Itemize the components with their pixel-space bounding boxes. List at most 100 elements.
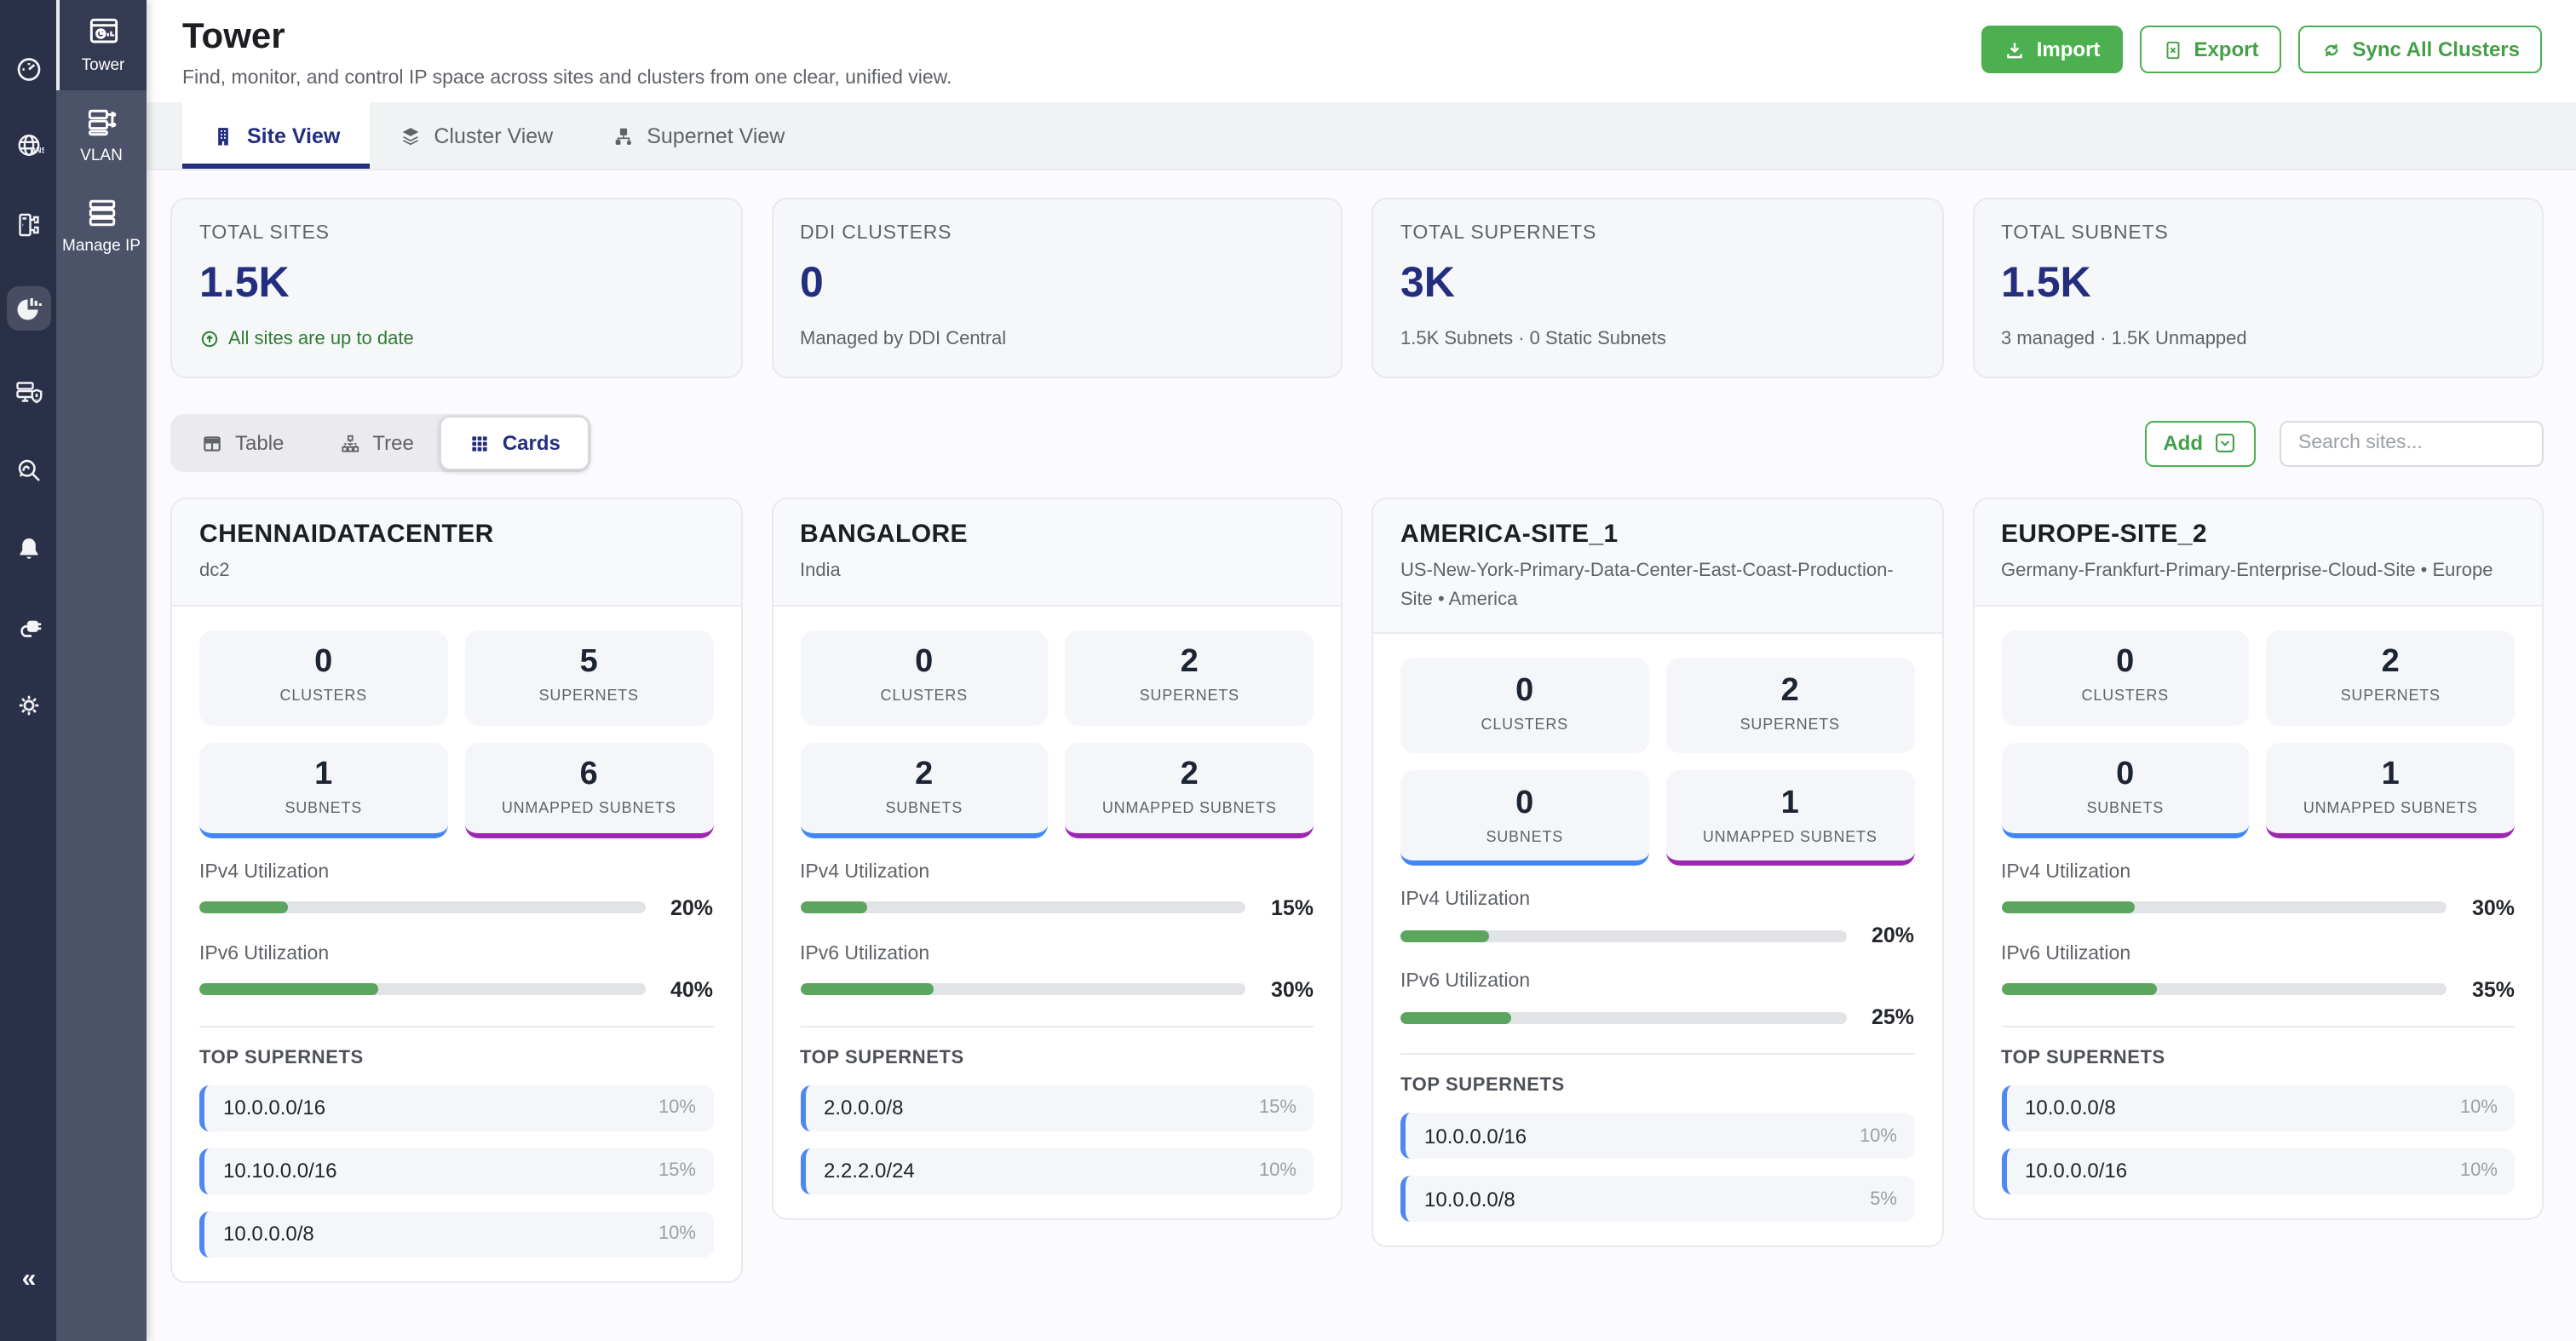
notifications-bell-icon[interactable] — [11, 532, 45, 566]
top-supernets-title: TOP SUPERNETS — [2001, 1047, 2165, 1068]
stat-card-total-sites: TOTAL SITES 1.5K All sites are up to dat… — [170, 198, 742, 378]
supernet-hierarchy-icon — [614, 127, 630, 144]
stat-subtext: 1.5K Subnets · 0 Static Subnets — [1400, 329, 1666, 349]
ipv4-utilization-label: IPv4 Utilization — [199, 861, 330, 882]
site-cards-row: CHENNAIDATACENTER dc2 0 CLUSTERS 5 SUPERNE… — [170, 498, 2544, 1282]
export-file-icon — [2165, 40, 2179, 59]
stat-label: TOTAL SUPERNETS — [1400, 223, 1597, 244]
clusters-tile: 0 CLUSTERS — [2001, 630, 2250, 725]
stat-label: TOTAL SUBNETS — [2001, 223, 2169, 244]
stat-card-total-subnets: TOTAL SUBNETS 1.5K 3 managed · 1.5K Unma… — [1972, 198, 2544, 378]
site-card-chennaidatacenter[interactable]: CHENNAIDATACENTER dc2 0 CLUSTERS 5 SUPERNE… — [170, 498, 742, 1282]
supernet-item[interactable]: 10.0.0.0/8 5% — [1400, 1176, 1914, 1222]
server-alert-icon[interactable] — [11, 375, 45, 409]
settings-gear-icon[interactable] — [11, 688, 45, 722]
sidebar-item-tower[interactable]: Tower — [56, 0, 147, 90]
site-stat-tiles: 0 CLUSTERS 2 SUPERNETS 0 SUBNETS 1 UNMAPPED … — [2001, 630, 2515, 837]
ipv4-utilization-label: IPv4 Utilization — [2001, 861, 2131, 882]
site-card-header: EUROPE-SITE_2 Germany-Frankfurt-Primary-… — [1974, 499, 2542, 606]
supernet-item[interactable]: 2.0.0.0/8 15% — [800, 1085, 1314, 1131]
supernet-item[interactable]: 10.0.0.0/16 10% — [1400, 1113, 1914, 1159]
content: TOTAL SITES 1.5K All sites are up to dat… — [147, 170, 2576, 1341]
divider — [800, 1025, 1314, 1027]
tab-supernet-view[interactable]: Supernet View — [582, 102, 814, 169]
stat-subtext: Managed by DDI Central — [800, 329, 1007, 349]
analytics-pie-icon[interactable] — [6, 286, 50, 331]
ipv4-utilization-bar: 20% — [1400, 924, 1914, 947]
ipv4-utilization-label: IPv4 Utilization — [800, 861, 930, 882]
site-name: BANGALORE — [800, 520, 968, 549]
supernets-tile: 5 SUPERNETS — [464, 630, 713, 725]
site-name: CHENNAIDATACENTER — [199, 520, 494, 549]
dashboard-gauge-icon[interactable] — [11, 51, 45, 85]
site-location: dc2 — [199, 561, 230, 581]
clusters-tile: 0 CLUSTERS — [1400, 658, 1649, 753]
stat-value: 3K — [1400, 259, 1455, 307]
site-card-bangalore[interactable]: BANGALORE India 0 CLUSTERS 2 SUPERNETS 2 SU… — [771, 498, 1343, 1219]
device-topology-icon[interactable] — [11, 208, 45, 242]
integrations-plug-icon[interactable] — [11, 610, 45, 644]
view-option-tree[interactable]: Tree — [313, 419, 439, 467]
stat-label: TOTAL SITES — [199, 223, 330, 244]
view-option-table[interactable]: Table — [175, 419, 309, 467]
stat-value: 0 — [800, 259, 824, 307]
tab-site-view[interactable]: Site View — [182, 102, 370, 169]
import-button[interactable]: Import — [1981, 26, 2123, 73]
site-card-europe-site-2[interactable]: EUROPE-SITE_2 Germany-Frankfurt-Primary-… — [1972, 498, 2544, 1219]
clusters-tile: 0 CLUSTERS — [199, 630, 448, 725]
site-card-header: CHENNAIDATACENTER dc2 — [172, 499, 740, 606]
unmapped-subnets-tile: 6 UNMAPPED SUBNETS — [464, 742, 713, 837]
site-stat-tiles: 0 CLUSTERS 2 SUPERNETS 0 SUBNETS 1 UNMAPPED … — [1400, 658, 1914, 866]
view-option-cards[interactable]: Cards — [439, 416, 589, 470]
supernets-tile: 2 SUPERNETS — [1665, 658, 1914, 753]
ipv6-utilization-bar: 35% — [2001, 977, 2515, 1001]
page-header: Tower Find, monitor, and control IP spac… — [147, 0, 2576, 102]
collapse-sidebar-icon[interactable]: « — [21, 1264, 37, 1293]
icon-rail: DNS « — [0, 0, 56, 1341]
import-download-icon — [2007, 42, 2023, 58]
dns-globe-icon[interactable]: DNS — [11, 129, 45, 164]
sidebar-item-vlan[interactable]: VLAN — [56, 90, 147, 181]
search-sites-input[interactable] — [2280, 420, 2544, 466]
cards-grid-icon — [472, 435, 487, 451]
vlan-module-icon — [87, 109, 116, 136]
stat-subtext: 3 managed · 1.5K Unmapped — [2001, 329, 2247, 349]
sidebar-item-label: Tower — [81, 56, 125, 75]
stat-cards-row: TOTAL SITES 1.5K All sites are up to dat… — [170, 198, 2544, 378]
unmapped-subnets-tile: 1 UNMAPPED SUBNETS — [1665, 770, 1914, 866]
tree-icon — [341, 434, 359, 452]
stat-value: 1.5K — [199, 259, 290, 307]
subnets-tile: 1 SUBNETS — [199, 742, 448, 837]
top-supernets-title: TOP SUPERNETS — [800, 1047, 964, 1068]
supernet-item[interactable]: 2.2.2.0/24 10% — [800, 1148, 1314, 1194]
supernet-item[interactable]: 10.0.0.0/8 10% — [199, 1211, 713, 1257]
search-insights-icon[interactable] — [11, 453, 45, 487]
view-tabs: Site View Cluster View Supernet View — [147, 102, 2576, 170]
stat-label: DDI CLUSTERS — [800, 223, 952, 244]
site-location: Germany-Frankfurt-Primary-Enterprise-Clo… — [2001, 561, 2493, 581]
supernet-item[interactable]: 10.0.0.0/16 10% — [2001, 1148, 2515, 1194]
ipv4-utilization-bar: 20% — [199, 895, 713, 919]
supernet-item[interactable]: 10.0.0.0/16 10% — [199, 1085, 713, 1131]
sites-toolbar: Table Tree Cards Add — [170, 414, 2544, 472]
site-location: US-New-York-Primary-Data-Center-East-Coa… — [1400, 561, 1894, 609]
supernet-item[interactable]: 10.0.0.0/8 10% — [2001, 1085, 2515, 1131]
ipv6-utilization-bar: 25% — [1400, 1005, 1914, 1029]
sync-all-clusters-button[interactable]: Sync All Clusters — [2297, 26, 2542, 73]
add-dropdown-caret-icon — [2216, 434, 2234, 452]
site-card-header: BANGALORE India — [773, 499, 1341, 606]
ipv4-utilization-bar: 15% — [800, 895, 1314, 919]
ipv6-utilization-label: IPv6 Utilization — [199, 943, 330, 964]
supernet-item[interactable]: 10.10.0.0/16 15% — [199, 1148, 713, 1194]
tower-module-icon — [89, 18, 118, 43]
supernets-tile: 2 SUPERNETS — [2266, 630, 2515, 725]
site-card-america-site-1[interactable]: AMERICA-SITE_1 US-New-York-Primary-Data-… — [1371, 498, 1943, 1247]
tab-cluster-view[interactable]: Cluster View — [369, 102, 582, 169]
site-name: EUROPE-SITE_2 — [2001, 520, 2207, 549]
unmapped-subnets-tile: 2 UNMAPPED SUBNETS — [1065, 742, 1314, 837]
export-button[interactable]: Export — [2139, 26, 2281, 73]
stat-card-ddi-clusters: DDI CLUSTERS 0 Managed by DDI Central — [771, 198, 1343, 378]
sidebar-item-manage-ip[interactable]: Manage IP — [56, 181, 147, 271]
add-button[interactable]: Add — [2144, 420, 2256, 466]
site-card-header: AMERICA-SITE_1 US-New-York-Primary-Data-… — [1373, 499, 1941, 634]
